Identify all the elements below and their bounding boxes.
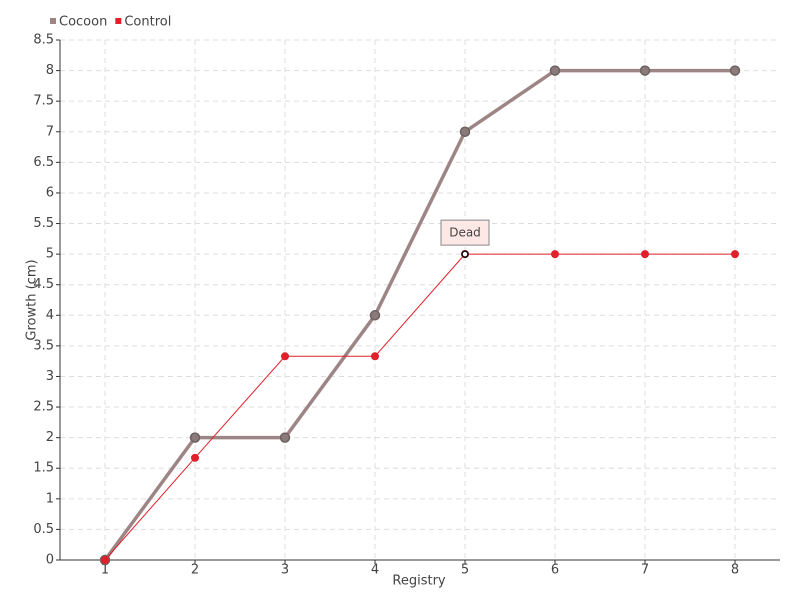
- legend-swatch: [50, 18, 56, 24]
- y-tick-label: 5.5: [33, 216, 54, 231]
- annotation-label: Dead: [449, 226, 481, 240]
- y-tick-label: 4: [46, 308, 54, 323]
- data-point: [641, 250, 649, 259]
- y-tick-label: 3.5: [33, 338, 54, 353]
- data-point: [281, 352, 289, 361]
- data-point: [191, 453, 199, 462]
- x-tick-label: 5: [461, 563, 469, 578]
- y-tick-label: 2: [46, 430, 54, 445]
- legend-label: Control: [124, 15, 171, 30]
- data-point: [101, 556, 109, 564]
- y-tick-label: 8: [46, 63, 54, 78]
- x-tick-label: 2: [191, 563, 199, 578]
- annotation-marker: [461, 250, 469, 258]
- y-tick-label: 7.5: [33, 94, 54, 109]
- data-point: [189, 432, 201, 443]
- data-point: [371, 352, 379, 361]
- y-tick-label: 0.5: [33, 522, 54, 537]
- data-point: [731, 250, 739, 259]
- x-tick-label: 7: [641, 563, 649, 578]
- x-tick-label: 6: [551, 563, 559, 578]
- data-point: [369, 310, 381, 321]
- y-tick-label: 1.5: [33, 461, 54, 476]
- y-tick-label: 5: [46, 247, 54, 262]
- data-point: [639, 65, 651, 76]
- series-line: [104, 253, 735, 561]
- y-tick-label: 0: [46, 553, 54, 568]
- x-tick-label: 8: [731, 563, 739, 578]
- x-tick-label: 1: [101, 563, 109, 578]
- legend-label: Cocoon: [59, 15, 107, 30]
- data-point: [279, 432, 291, 443]
- series-line: [103, 68, 735, 562]
- data-point: [549, 65, 561, 76]
- y-axis-title: Growth (cm): [25, 259, 40, 340]
- data-point: [551, 250, 559, 259]
- y-tick-label: 2.5: [33, 400, 54, 415]
- y-tick-label: 6: [46, 185, 54, 200]
- y-tick-label: 3: [46, 369, 54, 384]
- annotation-box: [440, 219, 490, 246]
- y-tick-label: 4.5: [33, 277, 54, 292]
- legend-swatch: [115, 18, 122, 24]
- x-axis-title: Registry: [392, 574, 446, 589]
- x-tick-label: 3: [281, 563, 289, 578]
- y-tick-label: 8.5: [33, 33, 54, 48]
- y-tick-label: 1: [46, 491, 54, 506]
- y-tick-label: 7: [46, 124, 54, 139]
- data-point: [729, 65, 741, 76]
- y-tick-label: 6.5: [33, 155, 54, 170]
- data-point: [459, 126, 471, 138]
- x-tick-label: 4: [371, 563, 379, 578]
